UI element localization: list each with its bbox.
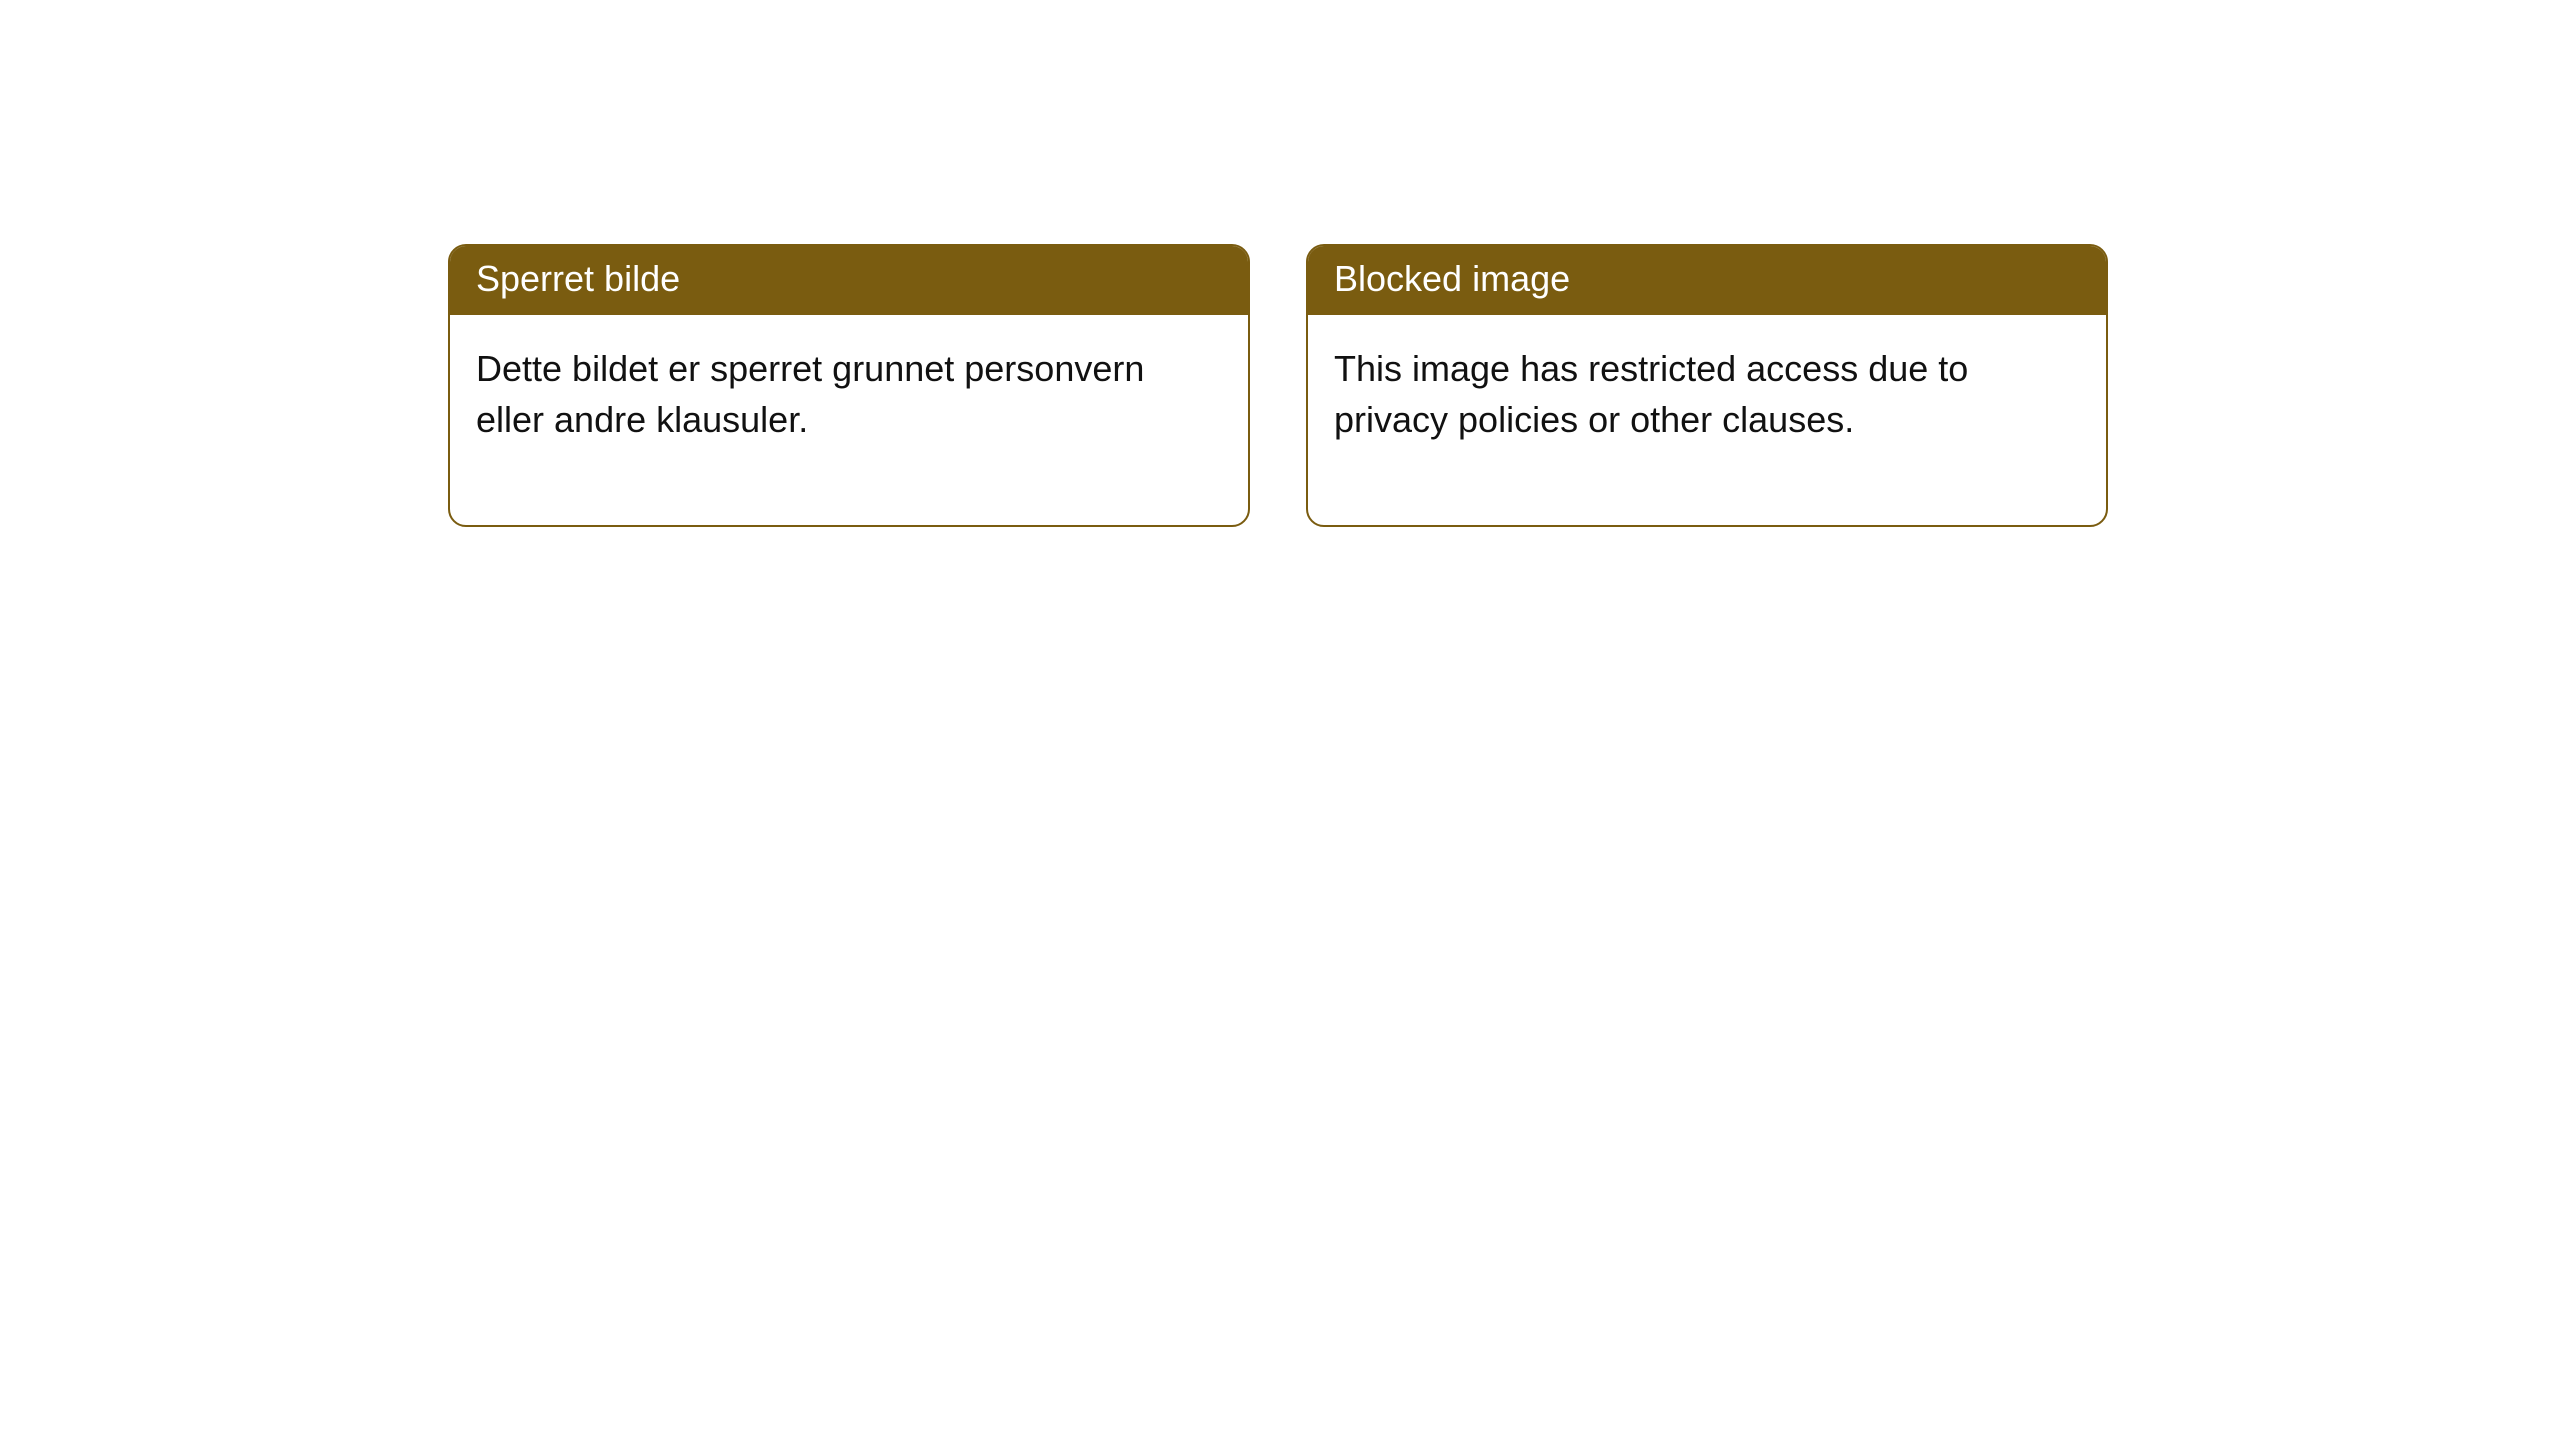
notice-card-norwegian: Sperret bilde Dette bildet er sperret gr… — [448, 244, 1250, 527]
notice-title-english: Blocked image — [1308, 246, 2106, 315]
notice-title-norwegian: Sperret bilde — [450, 246, 1248, 315]
notice-card-english: Blocked image This image has restricted … — [1306, 244, 2108, 527]
notice-body-norwegian: Dette bildet er sperret grunnet personve… — [450, 315, 1248, 525]
notice-body-english: This image has restricted access due to … — [1308, 315, 2106, 525]
notice-container: Sperret bilde Dette bildet er sperret gr… — [448, 244, 2108, 527]
